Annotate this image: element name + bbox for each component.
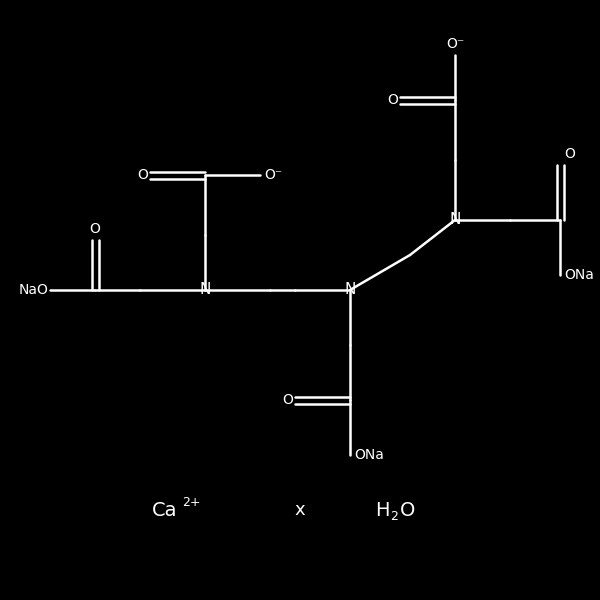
Text: N: N xyxy=(449,212,461,227)
Text: N: N xyxy=(344,283,356,298)
Text: x: x xyxy=(295,501,305,519)
Text: O: O xyxy=(387,93,398,107)
Text: 2+: 2+ xyxy=(182,496,200,509)
Text: NaO: NaO xyxy=(18,283,48,297)
Text: O: O xyxy=(400,500,415,520)
Text: ONa: ONa xyxy=(564,268,594,282)
Text: 2: 2 xyxy=(390,509,398,523)
Text: ONa: ONa xyxy=(354,448,384,462)
Text: O: O xyxy=(564,147,575,161)
Text: H: H xyxy=(375,500,389,520)
Text: O: O xyxy=(137,168,148,182)
Text: O⁻: O⁻ xyxy=(446,37,464,51)
Text: O: O xyxy=(89,222,100,236)
Text: O: O xyxy=(282,393,293,407)
Text: N: N xyxy=(199,283,211,298)
Text: O⁻: O⁻ xyxy=(264,168,282,182)
Text: Ca: Ca xyxy=(152,500,178,520)
